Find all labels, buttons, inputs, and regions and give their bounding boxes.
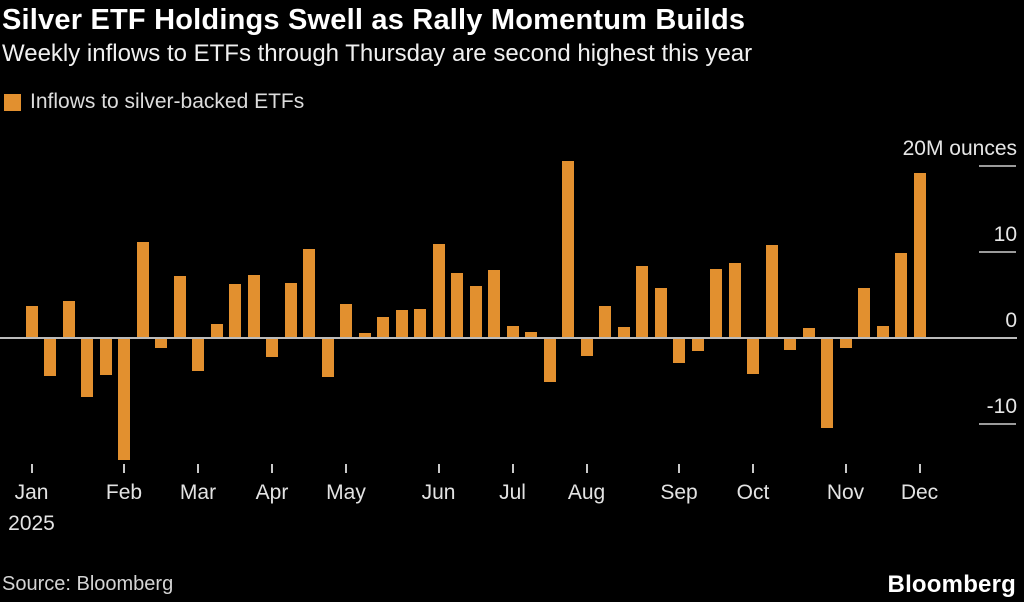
bar [229, 284, 241, 338]
bar [247, 274, 260, 338]
gridline-segment [979, 250, 1016, 253]
bar [469, 285, 482, 338]
x-axis-tick [585, 464, 588, 473]
bar [192, 337, 204, 372]
y-axis-label: 0 [1005, 308, 1017, 332]
x-axis-month-label: Feb [105, 481, 143, 504]
chart-title: Silver ETF Holdings Swell as Rally Momen… [2, 4, 746, 36]
bar [858, 288, 870, 338]
x-axis-year-label: 2025 [8, 512, 55, 535]
bar [728, 262, 741, 338]
x-axis-tick [678, 464, 680, 473]
bar [654, 288, 667, 338]
bar [599, 305, 611, 338]
bloomberg-logo: Bloomberg [887, 571, 1016, 598]
zero-gridline [0, 336, 1017, 339]
bar [506, 326, 519, 338]
bar [876, 326, 889, 338]
bar [266, 337, 278, 358]
bar [488, 270, 500, 338]
x-axis-month-label: Sep [660, 481, 698, 504]
x-axis-tick [30, 464, 33, 473]
legend: Inflows to silver-backed ETFs [4, 90, 304, 114]
bar [451, 273, 463, 338]
legend-swatch-square-icon [4, 93, 21, 111]
bar [358, 333, 371, 338]
x-axis-tick [844, 464, 847, 473]
bar [118, 337, 130, 460]
bar [617, 327, 630, 338]
x-axis-tick [752, 464, 754, 473]
bar [543, 337, 556, 383]
bar [62, 300, 75, 338]
y-axis-label: -10 [986, 394, 1017, 418]
x-axis-tick [271, 464, 273, 473]
x-axis-tick [437, 464, 440, 473]
bar [525, 332, 537, 338]
y-axis-label: 20M ounces [902, 136, 1017, 160]
bar [25, 305, 38, 338]
bar [340, 303, 352, 338]
x-axis-month-label: May [326, 481, 366, 504]
x-axis-month-label: Nov [826, 481, 865, 504]
bar [81, 337, 93, 397]
bar [562, 161, 574, 338]
bar [913, 173, 926, 338]
bar [821, 337, 833, 428]
bar [839, 337, 852, 348]
bar [636, 266, 648, 338]
x-axis-month-label: Jun [421, 481, 456, 504]
x-axis-month-label: Jul [499, 481, 526, 504]
x-axis-tick [918, 464, 921, 473]
bar [155, 337, 167, 348]
bar [432, 243, 445, 338]
x-axis-tick [123, 464, 125, 473]
x-axis-month-label: Dec [900, 481, 939, 504]
bar [710, 268, 722, 338]
y-axis-label: 10 [993, 222, 1017, 246]
bar [99, 337, 112, 376]
x-axis-tick [511, 464, 514, 473]
source-note: Source: Bloomberg [2, 573, 174, 595]
bar [784, 337, 796, 350]
bar [210, 323, 223, 338]
chart-subtitle: Weekly inflows to ETFs through Thursday … [2, 40, 753, 67]
x-axis-month-label: Apr [255, 481, 289, 504]
bar [765, 245, 778, 338]
gridline-segment [979, 422, 1016, 425]
bar [747, 337, 759, 374]
x-axis-tick [197, 464, 199, 473]
bar [284, 283, 297, 338]
bar [377, 316, 389, 338]
bar [136, 242, 149, 338]
bar [321, 337, 334, 378]
legend-label: Inflows to silver-backed ETFs [30, 90, 305, 113]
gridline-segment [979, 164, 1016, 167]
x-axis-month-label: Jan [14, 481, 49, 504]
x-axis-tick [345, 464, 347, 473]
bar [44, 337, 56, 377]
bar [895, 253, 907, 338]
x-axis-month-label: Mar [179, 481, 217, 504]
bar [173, 276, 186, 338]
bar [580, 337, 593, 356]
bar [303, 248, 315, 338]
x-axis-month-label: Aug [567, 481, 606, 504]
bar [673, 337, 685, 364]
bar [691, 337, 704, 352]
bar [395, 309, 408, 338]
bar [802, 328, 815, 338]
bar [414, 309, 426, 338]
x-axis-month-label: Oct [736, 481, 770, 504]
